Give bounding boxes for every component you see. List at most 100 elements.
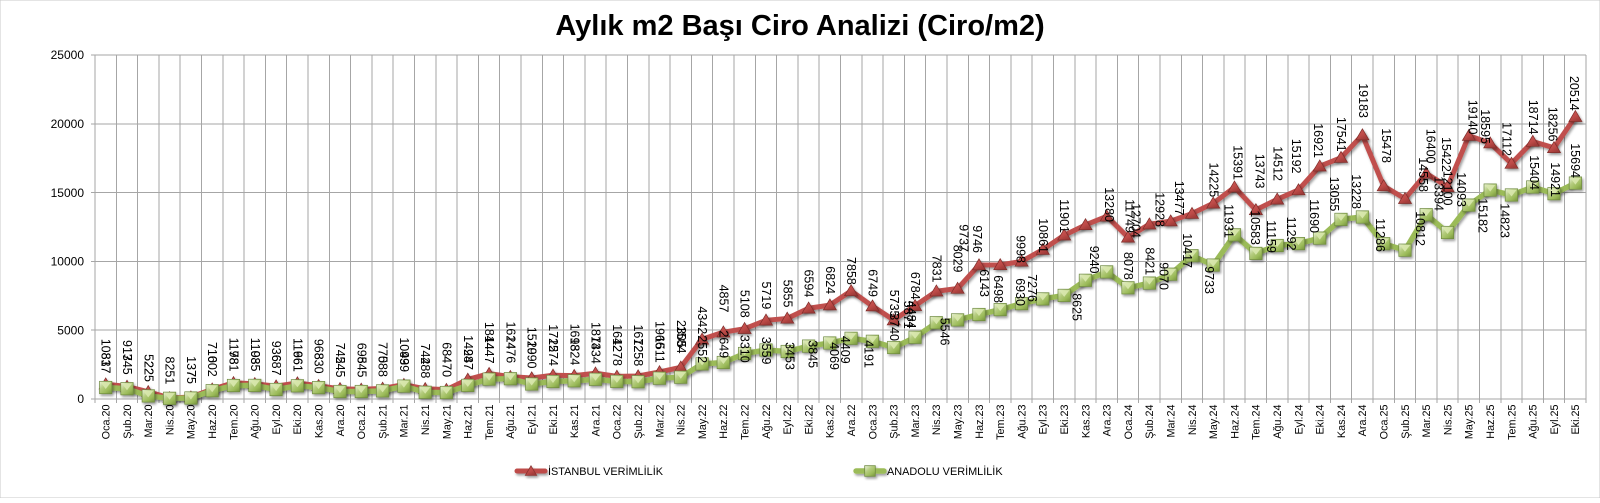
svg-text:1166: 1166 — [290, 338, 304, 365]
svg-text:19183: 19183 — [1356, 83, 1370, 118]
svg-text:Oca.25: Oca.25 — [1378, 405, 1390, 440]
svg-text:10812: 10812 — [1413, 211, 1427, 246]
svg-text:Haz.21: Haz.21 — [463, 405, 475, 439]
svg-text:17541: 17541 — [1334, 117, 1348, 152]
svg-text:Nis.24: Nis.24 — [1187, 405, 1199, 436]
svg-text:6594: 6594 — [802, 269, 816, 297]
svg-text:Oca.23: Oca.23 — [867, 405, 879, 440]
svg-text:Kas.21: Kas.21 — [569, 405, 581, 439]
svg-text:602: 602 — [205, 356, 219, 377]
svg-text:939: 939 — [397, 351, 411, 372]
svg-text:18256: 18256 — [1545, 107, 1559, 142]
svg-text:Mar.23: Mar.23 — [910, 405, 922, 438]
svg-text:May.22: May.22 — [697, 405, 709, 440]
svg-text:Eki.20: Eki.20 — [292, 405, 304, 435]
svg-text:18714: 18714 — [1526, 100, 1540, 135]
svg-text:11749: 11749 — [1123, 199, 1137, 233]
svg-text:Nis.20: Nis.20 — [164, 405, 176, 436]
svg-text:1278: 1278 — [610, 338, 624, 366]
svg-text:15478: 15478 — [1379, 128, 1393, 163]
svg-text:3845: 3845 — [806, 340, 820, 368]
svg-text:6784: 6784 — [908, 272, 922, 300]
svg-text:Tem.21: Tem.21 — [484, 405, 496, 440]
svg-text:11286: 11286 — [1373, 218, 1387, 252]
svg-text:15404: 15404 — [1527, 155, 1541, 190]
svg-text:1258: 1258 — [631, 338, 645, 366]
svg-text:Şub.25: Şub.25 — [1400, 405, 1412, 439]
svg-text:May.23: May.23 — [952, 405, 964, 440]
svg-text:Ara.21: Ara.21 — [590, 405, 602, 437]
svg-text:Oca.24: Oca.24 — [1123, 405, 1135, 440]
svg-text:830: 830 — [312, 353, 326, 374]
svg-text:Şub.21: Şub.21 — [377, 405, 389, 439]
svg-text:12704: 12704 — [1128, 203, 1142, 238]
svg-text:Kas.23: Kas.23 — [1080, 405, 1092, 439]
svg-text:1511: 1511 — [652, 336, 666, 363]
svg-text:4409: 4409 — [838, 336, 852, 364]
svg-text:1529: 1529 — [525, 327, 539, 355]
svg-text:7858: 7858 — [844, 257, 858, 285]
svg-text:15422: 15422 — [1439, 137, 1453, 172]
svg-text:Haz.25: Haz.25 — [1485, 405, 1497, 439]
svg-text:Oca.21: Oca.21 — [356, 405, 368, 440]
svg-text:Mar.24: Mar.24 — [1165, 405, 1177, 438]
svg-text:6749: 6749 — [865, 269, 879, 297]
svg-text:Nis.25: Nis.25 — [1442, 405, 1454, 436]
svg-text:1424: 1424 — [461, 335, 475, 363]
svg-text:14823: 14823 — [1497, 203, 1511, 238]
svg-text:15391: 15391 — [1231, 145, 1245, 180]
svg-text:936: 936 — [269, 341, 283, 362]
svg-text:3453: 3453 — [782, 342, 796, 370]
svg-text:4484: 4484 — [904, 301, 918, 329]
svg-text:1873: 1873 — [589, 322, 603, 350]
svg-text:710: 710 — [205, 342, 219, 363]
svg-text:13394: 13394 — [1431, 176, 1445, 211]
svg-text:Aylık m2 Başı Ciro Analizi (Ci: Aylık m2 Başı Ciro Analizi (Ciro/m2) — [555, 10, 1044, 42]
svg-text:8421: 8421 — [1142, 247, 1156, 275]
svg-text:14921: 14921 — [1548, 162, 1562, 197]
svg-text:Şub.24: Şub.24 — [1144, 405, 1156, 439]
svg-text:742: 742 — [418, 344, 432, 365]
svg-text:Ara.22: Ara.22 — [846, 405, 858, 437]
svg-text:Eki.25: Eki.25 — [1570, 405, 1582, 435]
svg-text:13280: 13280 — [1102, 187, 1116, 222]
svg-text:10000: 10000 — [51, 255, 85, 269]
svg-text:Ağu.22: Ağu.22 — [761, 405, 773, 439]
svg-text:1434: 1434 — [589, 336, 603, 364]
svg-text:Nis.22: Nis.22 — [676, 405, 688, 436]
svg-text:13228: 13228 — [1349, 174, 1363, 209]
svg-text:16400: 16400 — [1423, 129, 1437, 164]
svg-text:9746: 9746 — [970, 225, 984, 253]
svg-text:Eyl.22: Eyl.22 — [782, 405, 794, 435]
svg-text:1178: 1178 — [226, 338, 240, 365]
svg-text:9998: 9998 — [1014, 235, 1028, 263]
svg-text:Haz.20: Haz.20 — [207, 405, 219, 439]
svg-text:913: 913 — [120, 340, 134, 361]
svg-text:8029: 8029 — [951, 245, 965, 273]
svg-text:225: 225 — [141, 361, 155, 382]
svg-text:11931: 11931 — [1222, 204, 1236, 238]
svg-text:1049: 1049 — [397, 337, 411, 365]
svg-text:5871: 5871 — [901, 301, 915, 329]
svg-text:51: 51 — [163, 370, 177, 384]
svg-text:Tem.24: Tem.24 — [1251, 405, 1263, 440]
svg-text:8625: 8625 — [1070, 293, 1084, 321]
svg-text:Eyl.23: Eyl.23 — [1038, 405, 1050, 435]
svg-text:4342: 4342 — [695, 306, 709, 334]
svg-text:2552: 2552 — [695, 335, 709, 363]
svg-text:14225: 14225 — [1206, 162, 1220, 197]
svg-text:82: 82 — [163, 356, 177, 370]
svg-text:985: 985 — [248, 351, 262, 372]
svg-text:10417: 10417 — [1180, 233, 1194, 268]
svg-text:1624: 1624 — [503, 321, 517, 349]
svg-text:4857: 4857 — [716, 285, 730, 313]
svg-text:Kas.20: Kas.20 — [313, 405, 325, 439]
svg-text:522: 522 — [141, 354, 155, 375]
svg-text:11292: 11292 — [1284, 217, 1298, 251]
svg-text:1103: 1103 — [248, 338, 262, 365]
svg-text:745: 745 — [120, 354, 134, 375]
svg-text:11159: 11159 — [1264, 220, 1278, 253]
svg-text:Mar.22: Mar.22 — [654, 405, 666, 438]
svg-text:5546: 5546 — [937, 318, 951, 346]
svg-text:1447: 1447 — [482, 336, 496, 364]
